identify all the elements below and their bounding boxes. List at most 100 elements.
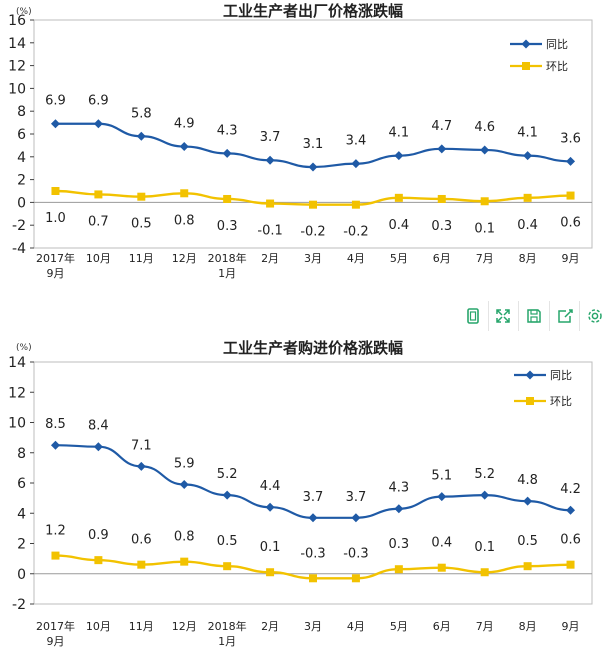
point-yoy bbox=[523, 151, 533, 161]
x-tick-label: 3月 bbox=[304, 620, 322, 633]
x-tick-label: 10月 bbox=[86, 620, 111, 633]
data-label-mom: 1.0 bbox=[45, 211, 66, 226]
data-label-yoy: 4.7 bbox=[431, 119, 452, 134]
point-mom bbox=[394, 193, 403, 202]
data-label-mom: 0.6 bbox=[560, 533, 581, 548]
save-icon bbox=[527, 309, 541, 323]
point-mom bbox=[437, 563, 446, 572]
fullscreen-icon bbox=[496, 309, 511, 323]
x-tick-label: 2017年 bbox=[36, 251, 75, 265]
point-yoy bbox=[566, 505, 576, 515]
data-label-mom: 0.1 bbox=[474, 221, 495, 236]
y-unit-label: (%) bbox=[16, 343, 32, 353]
data-label-mom: 0.8 bbox=[174, 213, 195, 228]
point-mom bbox=[266, 199, 275, 208]
point-yoy bbox=[265, 502, 275, 512]
data-label-yoy: 4.3 bbox=[389, 481, 410, 496]
x-tick-label: 2018年 bbox=[208, 251, 247, 265]
fullscreen-button[interactable] bbox=[489, 301, 520, 331]
y-tick-label: 16 bbox=[8, 13, 26, 29]
data-label-yoy: 4.6 bbox=[474, 120, 495, 135]
point-yoy bbox=[265, 155, 275, 165]
point-yoy bbox=[93, 442, 103, 452]
data-label-yoy: 5.1 bbox=[431, 469, 452, 484]
point-mom bbox=[309, 200, 317, 209]
chart-title: 工业生产者购进价格涨跌幅 bbox=[223, 340, 403, 357]
y-tick-label: 4 bbox=[17, 150, 26, 166]
data-label-mom: 0.4 bbox=[431, 536, 452, 551]
x-tick-label: 1月 bbox=[218, 267, 236, 280]
point-mom bbox=[137, 192, 146, 201]
point-mom bbox=[94, 556, 103, 565]
point-yoy bbox=[480, 490, 490, 500]
point-yoy bbox=[136, 461, 146, 471]
x-tick-label: 9月 bbox=[562, 252, 580, 265]
x-tick-label: 12月 bbox=[172, 620, 197, 633]
y-tick-label: 6 bbox=[17, 476, 26, 492]
x-tick-label: 12月 bbox=[172, 252, 197, 265]
single-page-button[interactable] bbox=[458, 301, 489, 331]
x-tick-label: 8月 bbox=[519, 252, 537, 265]
x-tick-label: 5月 bbox=[390, 620, 408, 633]
point-mom bbox=[94, 190, 103, 199]
data-label-yoy: 4.4 bbox=[260, 479, 281, 494]
point-yoy bbox=[480, 145, 490, 155]
point-yoy bbox=[222, 490, 232, 500]
y-tick-label: 14 bbox=[8, 36, 26, 52]
data-label-yoy: 3.6 bbox=[560, 131, 581, 146]
point-yoy bbox=[308, 162, 318, 172]
x-tick-label: 7月 bbox=[476, 620, 494, 633]
y-tick-label: 8 bbox=[17, 104, 26, 120]
y-tick-label: -4 bbox=[12, 241, 26, 257]
y-tick-label: 14 bbox=[8, 355, 26, 371]
data-label-mom: 0.3 bbox=[431, 219, 452, 234]
point-mom bbox=[51, 187, 60, 195]
share-button[interactable] bbox=[550, 301, 581, 331]
point-yoy bbox=[179, 142, 189, 152]
chart-output-price: 工业生产者出厂价格涨跌幅 (%) -4 -2 0 2 4 6 8 10 12 14 16 2017年 9月 1… bbox=[8, 2, 593, 280]
point-mom bbox=[394, 565, 403, 574]
point-yoy bbox=[437, 492, 447, 502]
data-label-mom: 0.3 bbox=[389, 537, 410, 552]
data-label-mom: -0.2 bbox=[343, 225, 368, 240]
data-label-yoy: 4.1 bbox=[389, 126, 410, 141]
x-tick-label: 11月 bbox=[129, 620, 154, 633]
y-tick-label: 2 bbox=[17, 173, 26, 189]
point-mom bbox=[566, 560, 575, 569]
x-tick-label: 1月 bbox=[218, 635, 236, 648]
data-label-yoy: 4.3 bbox=[217, 123, 238, 138]
legend-marker-mom bbox=[526, 397, 534, 405]
data-label-mom: 0.4 bbox=[389, 218, 410, 233]
data-label-yoy: 5.8 bbox=[131, 106, 152, 121]
save-button[interactable] bbox=[519, 301, 550, 331]
chart-toolbar bbox=[458, 298, 610, 334]
data-label-yoy: 4.2 bbox=[560, 482, 581, 497]
data-label-yoy: 5.2 bbox=[474, 467, 495, 482]
x-tick-label: 10月 bbox=[86, 252, 111, 265]
x-tick-label: 5月 bbox=[390, 252, 408, 265]
settings-button[interactable] bbox=[580, 301, 610, 331]
y-tick-label: -2 bbox=[12, 597, 26, 613]
y-tick-label: 2 bbox=[17, 537, 26, 553]
point-mom bbox=[523, 562, 532, 571]
legend-marker-mom bbox=[522, 62, 530, 70]
data-label-mom: 0.9 bbox=[88, 528, 109, 543]
single-page-icon bbox=[466, 308, 479, 324]
data-label-yoy: 8.4 bbox=[88, 419, 109, 434]
point-yoy bbox=[437, 144, 447, 154]
point-mom bbox=[223, 562, 232, 571]
y-unit-label: (%) bbox=[16, 7, 32, 17]
data-label-yoy: 3.7 bbox=[346, 490, 367, 505]
chart-purchase-price: 工业生产者购进价格涨跌幅 (%) -2 0 2 4 6 8 10 12 14 2017年 9月 10月 11… bbox=[8, 340, 593, 648]
legend-label: 环比 bbox=[550, 395, 572, 408]
point-yoy bbox=[50, 119, 60, 129]
point-yoy bbox=[136, 131, 146, 141]
y-tick-label: 12 bbox=[8, 385, 26, 401]
x-tick-label: 4月 bbox=[347, 252, 365, 265]
x-tick-label: 9月 bbox=[46, 635, 64, 648]
point-yoy bbox=[351, 513, 361, 523]
data-label-mom: 0.7 bbox=[88, 214, 109, 229]
settings-icon bbox=[588, 309, 602, 323]
x-tick-label: 2月 bbox=[261, 252, 279, 265]
legend-label: 同比 bbox=[546, 38, 568, 51]
